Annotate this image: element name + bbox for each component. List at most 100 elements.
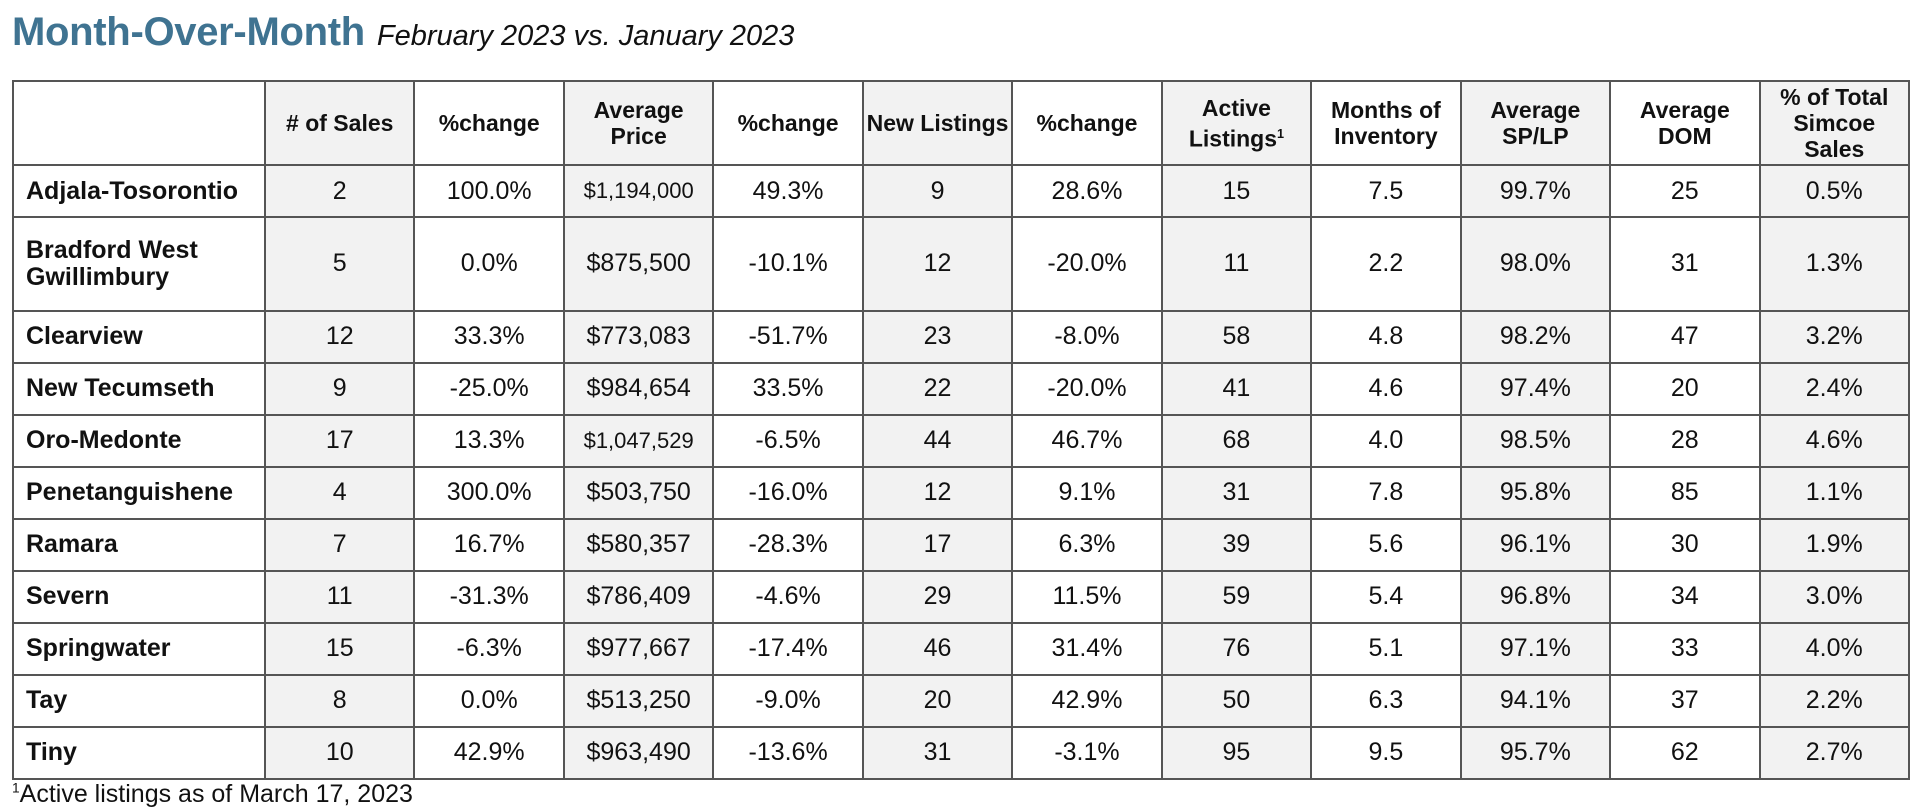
listings-change-cell: -20.0% <box>1011 361 1163 416</box>
months-inventory-cell: 6.3 <box>1310 673 1462 728</box>
percent-total-sales-cell: 2.2% <box>1758 673 1911 728</box>
sales-change-cell: 0.0% <box>413 216 565 312</box>
table-row: Adjala-Tosorontio 2 100.0% $1,194,000 49.3% 9… <box>12 164 1911 218</box>
months-inventory-cell: 7.8 <box>1310 465 1462 520</box>
listings-change-cell: 46.7% <box>1011 413 1163 468</box>
percent-total-sales-cell: 2.7% <box>1758 725 1911 781</box>
sp-lp-cell: 97.1% <box>1459 621 1612 676</box>
percent-total-sales-cell: 2.4% <box>1758 361 1911 416</box>
column-header: Average SP/LP <box>1459 80 1612 166</box>
sales-count-cell: 7 <box>263 517 416 572</box>
listings-change-cell: 42.9% <box>1011 673 1163 728</box>
sales-change-cell: 13.3% <box>413 413 565 468</box>
average-price-cell: $786,409 <box>562 569 715 624</box>
average-price-cell: $1,047,529 <box>562 413 715 468</box>
column-header-label: Average DOM <box>1639 97 1730 149</box>
sales-change-cell: -25.0% <box>413 361 565 416</box>
active-listings-cell: 95 <box>1160 725 1313 781</box>
column-header-label: Active Listings <box>1188 94 1278 152</box>
footnote-text: Active listings as of March 17, 2023 <box>19 780 413 808</box>
column-header-label: Months of Inventory <box>1330 97 1441 149</box>
sp-lp-cell: 96.8% <box>1459 569 1612 624</box>
column-header: Average DOM <box>1609 80 1761 166</box>
sales-count-cell: 8 <box>263 673 416 728</box>
percent-total-sales-cell: 4.6% <box>1758 413 1911 468</box>
price-change-cell: -51.7% <box>712 309 864 364</box>
average-price-cell: $513,250 <box>562 673 715 728</box>
months-inventory-cell: 5.1 <box>1310 621 1462 676</box>
sales-change-cell: 100.0% <box>413 164 565 218</box>
area-name-cell: Severn <box>12 569 266 624</box>
new-listings-cell: 17 <box>861 517 1014 572</box>
new-listings-cell: 23 <box>861 309 1014 364</box>
table-row: Clearview 12 33.3% $773,083 -51.7% 23 -8.0% 58 4… <box>12 309 1911 364</box>
column-header: New Listings <box>861 80 1014 166</box>
price-change-cell: 49.3% <box>712 164 864 218</box>
price-change-cell: -16.0% <box>712 465 864 520</box>
months-inventory-cell: 5.4 <box>1310 569 1462 624</box>
column-header-label: % of Total Simcoe Sales <box>1780 84 1889 162</box>
new-listings-cell: 9 <box>861 164 1014 218</box>
column-header: # of Sales <box>263 80 416 166</box>
new-listings-cell: 46 <box>861 621 1014 676</box>
price-change-cell: 33.5% <box>712 361 864 416</box>
active-listings-cell: 58 <box>1160 309 1313 364</box>
sales-count-cell: 2 <box>263 164 416 218</box>
sales-count-cell: 5 <box>263 216 416 312</box>
active-listings-cell: 15 <box>1160 164 1313 218</box>
new-listings-cell: 44 <box>861 413 1014 468</box>
listings-change-cell: -8.0% <box>1011 309 1163 364</box>
active-listings-cell: 50 <box>1160 673 1313 728</box>
column-header: Active Listings1 <box>1160 80 1313 166</box>
new-listings-cell: 31 <box>861 725 1014 781</box>
page-subtitle: February 2023 vs. January 2023 <box>376 20 795 52</box>
percent-total-sales-cell: 3.0% <box>1758 569 1911 624</box>
table-row: Tiny 10 42.9% $963,490 -13.6% 31 -3.1% 95 9.5 95.… <box>12 725 1911 781</box>
sales-change-cell: 42.9% <box>413 725 565 781</box>
average-price-cell: $503,750 <box>562 465 715 520</box>
average-price-cell: $977,667 <box>562 621 715 676</box>
average-price-cell: $580,357 <box>562 517 715 572</box>
sales-change-cell: 33.3% <box>413 309 565 364</box>
page-title: Month-Over-Month <box>12 10 365 54</box>
average-dom-cell: 30 <box>1609 517 1761 572</box>
sp-lp-cell: 96.1% <box>1459 517 1612 572</box>
sp-lp-cell: 95.7% <box>1459 725 1612 781</box>
listings-change-cell: 9.1% <box>1011 465 1163 520</box>
column-header-label: Average SP/LP <box>1490 97 1581 149</box>
listings-change-cell: -20.0% <box>1011 216 1163 312</box>
page-header: Month-Over-Month February 2023 vs. Janua… <box>12 10 794 60</box>
table-row: Oro-Medonte 17 13.3% $1,047,529 -6.5% 44 46.7%… <box>12 413 1911 468</box>
price-change-cell: -10.1% <box>712 216 864 312</box>
new-listings-cell: 12 <box>861 465 1014 520</box>
average-dom-cell: 85 <box>1609 465 1761 520</box>
column-header-label: %change <box>1036 110 1138 136</box>
table-header-row: # of Sales %change Average Price %change New… <box>12 80 1911 166</box>
sales-change-cell: 0.0% <box>413 673 565 728</box>
sp-lp-cell: 97.4% <box>1459 361 1612 416</box>
percent-total-sales-cell: 4.0% <box>1758 621 1911 676</box>
average-price-cell: $984,654 <box>562 361 715 416</box>
average-dom-cell: 37 <box>1609 673 1761 728</box>
average-price-cell: $963,490 <box>562 725 715 781</box>
column-header-label: Average Price <box>593 97 684 149</box>
listings-change-cell: 11.5% <box>1011 569 1163 624</box>
average-price-cell: $1,194,000 <box>562 164 715 218</box>
area-name-cell: Springwater <box>12 621 266 676</box>
area-name-cell: Ramara <box>12 517 266 572</box>
table-row: Severn 11 -31.3% $786,409 -4.6% 29 11.5% 59 5.4 9… <box>12 569 1911 624</box>
listings-change-cell: 6.3% <box>1011 517 1163 572</box>
footnote: 1Active listings as of March 17, 2023 <box>12 780 413 809</box>
active-listings-cell: 76 <box>1160 621 1313 676</box>
sales-change-cell: -31.3% <box>413 569 565 624</box>
listings-change-cell: 31.4% <box>1011 621 1163 676</box>
area-name-cell: Tiny <box>12 725 266 781</box>
sp-lp-cell: 95.8% <box>1459 465 1612 520</box>
sales-change-cell: 16.7% <box>413 517 565 572</box>
table-row: Ramara 7 16.7% $580,357 -28.3% 17 6.3% 39 5.6 96.… <box>12 517 1911 572</box>
area-name-cell: Bradford West Gwillimbury <box>12 216 266 312</box>
months-inventory-cell: 9.5 <box>1310 725 1462 781</box>
price-change-cell: -4.6% <box>712 569 864 624</box>
table-row: New Tecumseth 9 -25.0% $984,654 33.5% 22 -20.0… <box>12 361 1911 416</box>
area-name-cell: Tay <box>12 673 266 728</box>
